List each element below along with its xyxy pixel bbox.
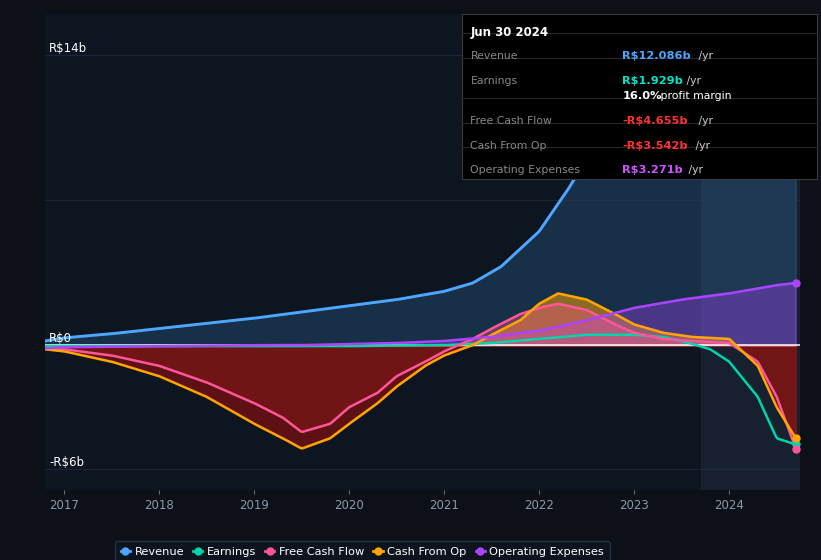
Text: Free Cash Flow: Free Cash Flow <box>470 116 553 126</box>
Text: R$1.929b: R$1.929b <box>622 76 683 86</box>
Text: Earnings: Earnings <box>470 76 517 86</box>
Text: /yr: /yr <box>695 116 713 126</box>
Text: R$0: R$0 <box>49 332 72 345</box>
Text: -R$6b: -R$6b <box>49 456 84 469</box>
Text: /yr: /yr <box>692 141 710 151</box>
Text: -R$3.542b: -R$3.542b <box>622 141 688 151</box>
Text: 16.0%: 16.0% <box>622 91 662 101</box>
Bar <box>700 14 805 490</box>
Text: /yr: /yr <box>695 51 713 61</box>
Text: Revenue: Revenue <box>470 51 518 61</box>
Text: /yr: /yr <box>683 76 701 86</box>
Text: R$12.086b: R$12.086b <box>622 51 691 61</box>
Text: Cash From Op: Cash From Op <box>470 141 547 151</box>
Text: Jun 30 2024: Jun 30 2024 <box>470 26 548 39</box>
Text: -R$4.655b: -R$4.655b <box>622 116 688 126</box>
Text: profit margin: profit margin <box>657 91 732 101</box>
Text: R$14b: R$14b <box>49 43 87 55</box>
Text: Operating Expenses: Operating Expenses <box>470 165 580 175</box>
Legend: Revenue, Earnings, Free Cash Flow, Cash From Op, Operating Expenses: Revenue, Earnings, Free Cash Flow, Cash … <box>115 542 610 560</box>
Text: /yr: /yr <box>685 165 703 175</box>
Text: R$3.271b: R$3.271b <box>622 165 683 175</box>
